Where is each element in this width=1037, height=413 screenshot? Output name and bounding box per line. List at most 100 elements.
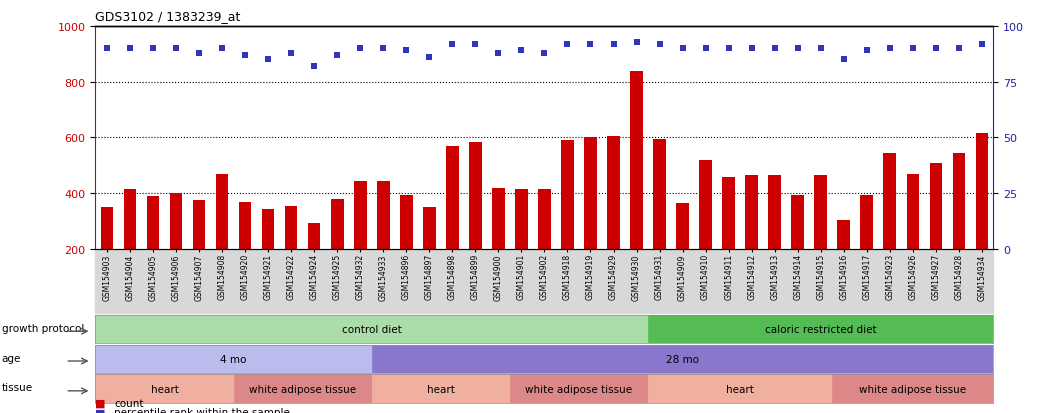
Point <box>191 50 207 57</box>
Point <box>674 46 691 52</box>
Text: tissue: tissue <box>2 382 33 392</box>
Bar <box>723 177 735 249</box>
Bar <box>123 190 136 249</box>
Point <box>744 46 760 52</box>
Point <box>927 46 944 52</box>
Bar <box>423 208 436 249</box>
Point <box>491 50 507 57</box>
Bar <box>371 345 993 373</box>
Point <box>904 46 921 52</box>
Bar <box>630 71 643 249</box>
Point <box>536 50 553 57</box>
Point <box>283 50 300 57</box>
Bar <box>308 223 320 249</box>
Bar <box>833 375 993 403</box>
Point <box>145 46 162 52</box>
Bar <box>400 195 413 249</box>
Bar <box>492 188 505 249</box>
Point <box>651 41 668 48</box>
Bar <box>193 201 205 249</box>
Point <box>121 46 138 52</box>
Bar <box>699 160 712 249</box>
Text: white adipose tissue: white adipose tissue <box>860 384 966 394</box>
Bar <box>814 176 828 249</box>
Bar <box>170 194 183 249</box>
Bar <box>648 315 993 343</box>
Bar <box>676 204 689 249</box>
Text: age: age <box>2 353 21 363</box>
Bar <box>95 345 371 373</box>
Point <box>467 41 483 48</box>
Text: ■: ■ <box>95 398 106 408</box>
Point <box>444 41 460 48</box>
Point <box>606 41 622 48</box>
Text: heart: heart <box>427 384 455 394</box>
Text: count: count <box>114 398 143 408</box>
Point <box>559 41 576 48</box>
Point <box>421 55 438 61</box>
Bar <box>584 138 597 249</box>
Text: 28 mo: 28 mo <box>666 354 699 364</box>
Bar <box>354 181 366 249</box>
Text: growth protocol: growth protocol <box>2 323 84 333</box>
Bar <box>233 375 371 403</box>
Bar <box>561 141 573 249</box>
Text: GDS3102 / 1383239_at: GDS3102 / 1383239_at <box>95 10 241 23</box>
Point <box>214 46 230 52</box>
Bar <box>791 195 804 249</box>
Bar <box>608 137 620 249</box>
Bar <box>331 199 343 249</box>
Bar <box>376 181 390 249</box>
Point <box>513 48 530 55</box>
Point <box>306 64 323 70</box>
Bar <box>101 208 113 249</box>
Bar <box>95 315 648 343</box>
Bar <box>538 190 551 249</box>
Text: heart: heart <box>726 384 754 394</box>
Bar <box>929 163 943 249</box>
Text: ■: ■ <box>95 407 106 413</box>
Text: percentile rank within the sample: percentile rank within the sample <box>114 407 290 413</box>
Point <box>951 46 968 52</box>
Bar <box>861 195 873 249</box>
Bar <box>953 154 965 249</box>
Bar <box>95 375 233 403</box>
Point <box>697 46 713 52</box>
Bar <box>446 147 458 249</box>
Point <box>260 57 277 64</box>
Bar <box>216 174 228 249</box>
Bar <box>371 375 510 403</box>
Bar <box>976 134 988 249</box>
Text: heart: heart <box>150 384 178 394</box>
Bar <box>146 197 160 249</box>
Bar <box>906 174 919 249</box>
Text: 4 mo: 4 mo <box>221 354 247 364</box>
Bar <box>768 176 781 249</box>
Text: white adipose tissue: white adipose tissue <box>249 384 356 394</box>
Point <box>628 39 645 46</box>
Text: white adipose tissue: white adipose tissue <box>526 384 633 394</box>
Bar <box>285 206 298 249</box>
Point <box>582 41 598 48</box>
Text: control diet: control diet <box>342 324 401 334</box>
Point <box>352 46 368 52</box>
Point <box>329 52 345 59</box>
Bar <box>884 154 896 249</box>
Point <box>721 46 737 52</box>
Point <box>789 46 806 52</box>
Bar <box>261 209 275 249</box>
Point <box>398 48 415 55</box>
Point <box>99 46 115 52</box>
Point <box>812 46 829 52</box>
Point <box>974 41 990 48</box>
Point <box>859 48 875 55</box>
Bar <box>746 176 758 249</box>
Point <box>236 52 253 59</box>
Point <box>881 46 898 52</box>
Bar <box>510 375 648 403</box>
Bar <box>515 190 528 249</box>
Point <box>766 46 783 52</box>
Bar <box>469 142 481 249</box>
Point <box>168 46 185 52</box>
Point <box>836 57 852 64</box>
